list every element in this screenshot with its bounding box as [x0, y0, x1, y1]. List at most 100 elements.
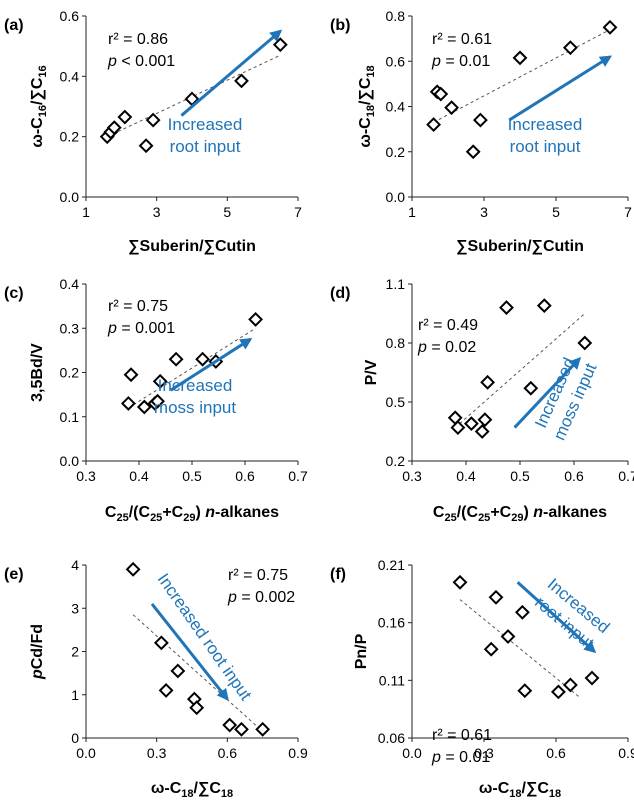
data-point [136, 399, 152, 415]
panel-label: (d) [330, 285, 350, 302]
data-point [499, 300, 514, 316]
x-axis-label-part: C [433, 504, 445, 521]
trend-arrow [180, 29, 283, 117]
x-tick-label: 0.0 [76, 745, 96, 761]
stat-text: p < 0.001 [107, 53, 175, 70]
x-tick-label: 0.3 [147, 745, 167, 761]
data-point [255, 721, 271, 737]
data-point [523, 380, 539, 396]
trend-arrow [508, 55, 613, 122]
stat-text: r² = 0.75 [108, 298, 168, 315]
trend-line [454, 313, 586, 428]
data-point [158, 683, 174, 698]
arrow-label: Increased [508, 115, 583, 134]
stat-value: < 0.001 [117, 53, 175, 70]
x-tick-label: 0.4 [129, 468, 149, 484]
data-point [474, 424, 490, 439]
stat-value: = 0.01 [441, 749, 490, 766]
trend-arrow [516, 581, 597, 654]
x-tick-label: 0.0 [402, 745, 422, 761]
x-axis-label-part: ) [195, 504, 205, 521]
stat-text: p = 0.01 [431, 53, 490, 70]
y-tick-label: 0.1 [60, 409, 80, 425]
trend-line [459, 599, 581, 699]
x-axis-label-part: 18 [509, 788, 521, 799]
y-axis-label-part: p [29, 669, 46, 680]
data-point [117, 109, 133, 125]
data-point [536, 298, 552, 314]
y-axis-label-part: 16 [37, 105, 49, 117]
x-tick-label: 5 [552, 204, 560, 220]
data-point [123, 367, 139, 383]
data-point [168, 351, 184, 367]
stat-p: p [431, 749, 441, 766]
y-axis-label-part: /∑C [357, 77, 374, 105]
x-tick-label: 0.4 [456, 468, 476, 484]
stat-text: p = 0.001 [107, 320, 175, 337]
stat-text: p = 0.02 [417, 339, 476, 356]
x-tick-label: 0.5 [182, 468, 202, 484]
y-tick-label: 0.4 [60, 276, 80, 292]
data-point [150, 393, 165, 409]
data-point [138, 138, 154, 154]
y-tick-label: 0.6 [386, 53, 406, 69]
data-point [483, 641, 499, 657]
y-tick-label: 0.2 [386, 144, 406, 160]
chart-panel-d: 0.20.50.81.10.3 0.4 0.5 0.6 0.7(d)P/VC25/(C2… [330, 276, 634, 524]
data-point [152, 373, 168, 389]
x-tick-label: 1 [408, 204, 416, 220]
x-tick-label: 0.5 [510, 468, 530, 484]
x-tick-label: 0.9 [618, 745, 634, 761]
x-axis-label-part: 25 [478, 512, 490, 524]
trend-line [128, 327, 256, 409]
panel-label: (c) [4, 285, 24, 302]
y-tick-label: 0.2 [60, 129, 80, 145]
x-axis-label: C25/(C25+C29) n-alkanes [105, 504, 279, 524]
chart-panel-f: 0.060.110.160.210.0 0.3 0.6 0.9(f)Pn/Pω-C18… [330, 557, 634, 800]
panel-label: (b) [330, 17, 350, 34]
x-tick-label: 3 [480, 204, 488, 220]
x-axis-label-part: -alkanes [215, 504, 279, 521]
data-point [153, 635, 169, 651]
stat-text: r² = 0.61 [432, 727, 492, 744]
y-axis-label-part: ω-C [357, 117, 374, 148]
y-tick-label: 0.06 [378, 730, 405, 746]
stat-value: = 0.002 [237, 589, 295, 606]
x-axis-label-part: /∑C [522, 780, 550, 797]
data-point [170, 663, 186, 679]
x-axis-label-part: n [205, 504, 215, 521]
data-point [512, 50, 528, 66]
y-tick-label: 0.4 [386, 99, 406, 115]
y-tick-label: 4 [71, 557, 79, 573]
y-axis-label: 3,5Bd/V [29, 343, 46, 402]
data-point [444, 100, 460, 116]
arrow-label: Increased [168, 115, 243, 134]
trend-line [106, 54, 281, 138]
stat-value: = 0.01 [441, 53, 490, 70]
y-tick-label: 0.21 [378, 557, 405, 573]
x-axis-label-part: 29 [183, 512, 195, 524]
data-point [234, 73, 249, 89]
y-axis-label: P/V [363, 359, 380, 385]
data-point [480, 374, 496, 390]
y-tick-label: 0.8 [386, 8, 406, 24]
x-axis-label-part: /(C [457, 504, 479, 521]
trend-arrow [169, 338, 253, 392]
x-axis-label: C25/(C25+C29) n-alkanes [433, 504, 607, 524]
data-point [584, 670, 600, 686]
x-tick-label: 0.9 [288, 745, 308, 761]
data-point [488, 589, 504, 605]
x-axis-label-part: ) [523, 504, 533, 521]
data-point [189, 700, 205, 716]
y-axis-label: Pn/P [353, 633, 370, 669]
data-point [562, 40, 578, 56]
x-tick-label: 5 [223, 204, 231, 220]
y-tick-label: 0.0 [386, 189, 406, 205]
y-axis-label-part: /∑C [29, 77, 46, 105]
